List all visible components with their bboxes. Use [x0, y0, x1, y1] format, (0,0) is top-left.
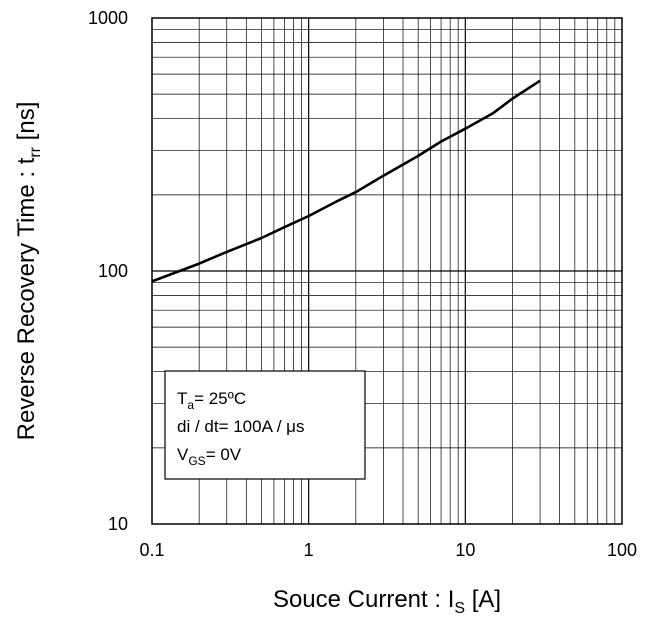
annotation-line-vgs: VGS= 0V — [177, 445, 242, 468]
series-layer — [151, 79, 541, 283]
x-tick-label: 10 — [455, 540, 475, 560]
y-tick-label: 100 — [98, 261, 128, 281]
grid — [152, 18, 622, 524]
tick-labels: 0.1 1 10 100 10 100 1000 — [88, 8, 637, 560]
y-tick-label: 1000 — [88, 8, 128, 28]
annotation-frame — [164, 370, 366, 480]
annotation-box: Ta= 25ºC di / dt= 100A / μs VGS= 0V — [164, 370, 366, 480]
x-tick-label: 0.1 — [139, 540, 164, 560]
annotation-line-didt: di / dt= 100A / μs — [177, 417, 304, 436]
x-tick-label: 100 — [607, 540, 637, 560]
plot-frame — [151, 17, 623, 525]
x-axis-label: Souce Current : IS [A] — [273, 586, 501, 617]
annotation-line-ta: Ta= 25ºC — [177, 389, 246, 412]
y-axis-label: Reverse Recovery Time : trr [ns] — [13, 102, 44, 441]
series-line — [151, 79, 541, 283]
y-tick-label: 10 — [108, 514, 128, 534]
x-tick-label: 1 — [304, 540, 314, 560]
